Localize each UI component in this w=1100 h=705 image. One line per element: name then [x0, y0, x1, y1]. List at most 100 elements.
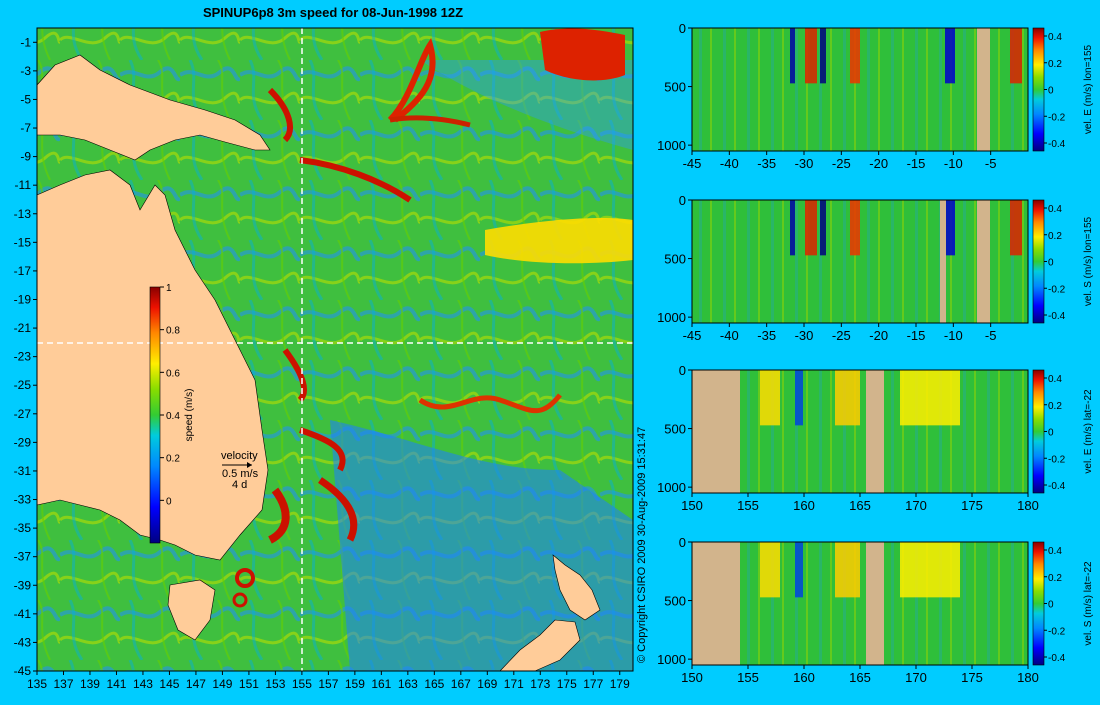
map-y-tick-label: -27 [14, 407, 32, 421]
section-colorbar-tick-label: -0.4 [1048, 653, 1066, 664]
section-colorbar-tick-label: -0.4 [1048, 481, 1066, 492]
section-feature [820, 200, 826, 256]
section-colorbar-tick-label: 0 [1048, 258, 1054, 269]
map-x-tick-label: 155 [292, 677, 312, 691]
section-feature [1010, 28, 1022, 84]
section-colorbar-tick-label: 0.2 [1048, 59, 1062, 70]
land-new-guinea [36, 54, 271, 161]
current-red-arc [389, 115, 471, 128]
section-feature [760, 370, 780, 426]
map-y-tick-label: -39 [14, 578, 32, 592]
section-x-tick-label: 150 [681, 670, 703, 685]
section-y-tick-label: 0 [679, 193, 686, 208]
section-y-tick-label: 0 [679, 363, 686, 378]
copyright: © Copyright CSIRO 2009 30-Aug-2009 15:31… [636, 427, 648, 663]
section-x-tick-label: -5 [985, 328, 997, 343]
section-colorbar-tick-label: -0.2 [1048, 454, 1066, 465]
page-title: SPINUP6p8 3m speed for 08-Jun-1998 12Z [203, 5, 463, 20]
section-y-tick-label: 500 [664, 422, 686, 437]
current-eddy-1 [235, 568, 255, 588]
map-currents [232, 28, 633, 671]
map-x-tick-label: 147 [186, 677, 206, 691]
map-y-tick-label: -35 [14, 521, 32, 535]
map-colorbar-tick-label: 0.8 [166, 326, 180, 337]
section-feature [850, 28, 860, 84]
section-y-tick-label: 500 [664, 80, 686, 95]
map-y-tick-label: -33 [14, 493, 32, 507]
section-feature [805, 28, 817, 84]
section-colorbar-label: vel. E (m/s) lat=-22 [1083, 389, 1094, 474]
current-eac-3 [267, 487, 290, 544]
map-y-tick-label: -9 [20, 150, 31, 164]
section-panel-4: 150 155 160 165 170 175 180 0 500 1000 0.4 0.2 0 -0.2… [657, 535, 1094, 685]
section-feature [805, 200, 817, 256]
section-x-tick-label: -20 [869, 156, 888, 171]
section-colorbar-tick-label: -0.4 [1048, 139, 1066, 150]
section-x-tick-label: 175 [961, 670, 983, 685]
map-chart: 135 137 139 141 143 145 147 149 151 153 155 157 159 1… [14, 27, 634, 691]
map-y-tick-label: -5 [20, 92, 31, 106]
current-eac-4 [318, 477, 358, 542]
map-x-tick-label: 169 [477, 677, 497, 691]
map-x-tick-label: 141 [106, 677, 126, 691]
current-bluezone-2 [420, 60, 633, 150]
section-x-tick-label: -45 [683, 328, 702, 343]
section-feature [850, 200, 860, 256]
map-y-tick-label: -1 [20, 35, 31, 49]
velocity-legend-arrowhead [247, 462, 252, 468]
map-colorbar-tick-label: 1 [166, 283, 172, 294]
section-panel-3: 150 155 160 165 170 175 180 0 500 1000 0.4 0.2 0 -0.2… [657, 363, 1094, 513]
map-y-tick-label: -11 [15, 178, 32, 192]
map-y-tick-label: -25 [14, 378, 32, 392]
section-land [977, 28, 990, 151]
map-y-tick-label: -17 [14, 264, 32, 278]
map-y-tick-label: -29 [14, 435, 32, 449]
map-x-tick-label: 161 [371, 677, 391, 691]
section-x-tick-label: 180 [1017, 670, 1039, 685]
section-x-tick-label: -30 [795, 328, 814, 343]
current-band-e [485, 218, 633, 264]
section-y-tick-label: 500 [664, 252, 686, 267]
map-x-tick-label: 167 [451, 677, 471, 691]
map-y-tick-label: -19 [14, 292, 32, 306]
map-x-tick-label: 179 [610, 677, 630, 691]
section-land [866, 370, 884, 493]
map-x-tick-label: 159 [345, 677, 365, 691]
section-x-tick-label: -25 [832, 328, 851, 343]
section-colorbar-tick-label: 0.4 [1048, 374, 1062, 385]
section-y-tick-label: 1000 [657, 652, 686, 667]
section-colorbar [1032, 541, 1045, 666]
map-x-tick-label: 165 [424, 677, 444, 691]
section-colorbar-tick-label: -0.2 [1048, 284, 1066, 295]
section-feature [795, 370, 803, 426]
map-y-tick-label: -7 [20, 121, 31, 135]
map-x-tick-label: 175 [557, 677, 577, 691]
section-panels: -45 -40 -35 -30 -25 -20 -15 -10 -5 0 500 1000 0.4 0.2… [657, 21, 1094, 685]
section-x-tick-label: 160 [793, 498, 815, 513]
section-land [977, 200, 990, 323]
map-x-tick-label: 151 [239, 677, 259, 691]
map-colorbar-tick-label: 0.6 [166, 368, 180, 379]
section-colorbar-label: vel. S (m/s) lon=155 [1083, 216, 1094, 306]
map-y-tick-label: -13 [14, 207, 32, 221]
map-y-tick-label: -21 [14, 321, 32, 335]
section-colorbar [1032, 199, 1045, 324]
section-x-tick-label: 150 [681, 498, 703, 513]
section-frame [691, 199, 1029, 324]
section-colorbar-tick-label: 0 [1048, 600, 1054, 611]
section-land [692, 542, 740, 665]
section-y-tick-label: 0 [679, 535, 686, 550]
section-x-tick-label: 175 [961, 498, 983, 513]
section-y-tick-label: 0 [679, 21, 686, 36]
map-x-tick-label: 171 [504, 677, 524, 691]
section-feature [900, 370, 960, 426]
map-x-tick-label: 135 [27, 677, 47, 691]
map-y-tick-label: -31 [14, 464, 32, 478]
current-bluezone [330, 420, 633, 671]
current-red-loop [387, 37, 436, 123]
current-eddy-2 [232, 592, 248, 608]
section-x-tick-label: -10 [944, 328, 963, 343]
section-y-tick-label: 1000 [657, 480, 686, 495]
